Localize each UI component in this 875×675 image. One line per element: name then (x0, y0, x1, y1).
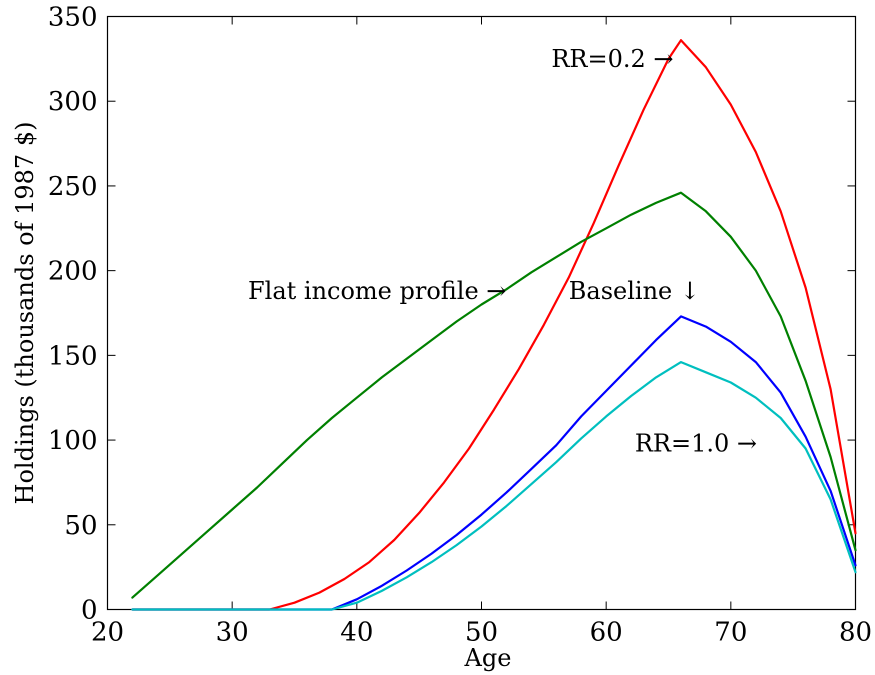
annotation-label: RR=1.0 → (635, 429, 757, 457)
annotation-label: RR=0.2 → (551, 45, 673, 73)
x-tick-label: 60 (590, 618, 623, 648)
x-tick-label: 30 (216, 618, 249, 648)
axis-ticks (107, 16, 856, 610)
series-line-4 (131, 361, 857, 611)
y-tick-labels: 0 50 100 150 200 250 300 350 (48, 3, 98, 626)
x-tick-labels: 20 30 40 50 60 70 80 (91, 618, 872, 648)
y-tick-label: 200 (48, 257, 98, 287)
y-axis-label: Holdings (thousands of 1987 $) (11, 122, 39, 505)
series-line-3 (131, 315, 857, 611)
series-line-2 (131, 191, 857, 599)
annotation-label: Flat income profile → (248, 277, 506, 305)
series-layer (131, 39, 857, 611)
y-tick-label: 100 (48, 426, 98, 456)
y-tick-label: 250 (48, 172, 98, 202)
x-tick-label: 70 (714, 618, 747, 648)
y-tick-label: 0 (81, 596, 98, 626)
y-tick-label: 50 (64, 511, 97, 541)
x-tick-label: 80 (839, 618, 872, 648)
y-tick-label: 350 (48, 3, 98, 33)
x-tick-label: 20 (91, 618, 124, 648)
series-line-1 (131, 39, 857, 611)
annotation-label: Baseline ↓ (569, 277, 700, 305)
x-tick-label: 40 (340, 618, 373, 648)
y-tick-label: 300 (48, 87, 98, 117)
x-axis-label: Age (464, 644, 512, 672)
annotations: RR=0.2 → Flat income profile → Baseline ↓ R… (248, 45, 757, 458)
y-tick-label: 150 (48, 341, 98, 371)
x-tick-label: 50 (465, 618, 498, 648)
